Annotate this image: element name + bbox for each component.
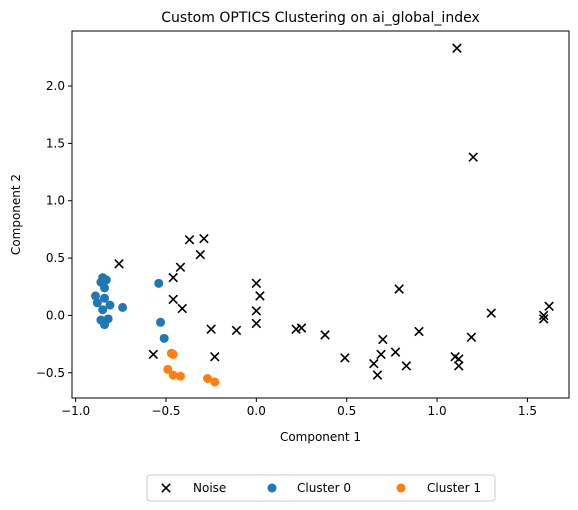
legend-label: Noise bbox=[193, 481, 226, 495]
data-point-noise-35 bbox=[545, 302, 553, 310]
data-point-noise-3 bbox=[200, 234, 208, 242]
data-point-noise-19 bbox=[321, 331, 329, 339]
data-point-noise-22 bbox=[377, 350, 385, 358]
data-point-noise-1 bbox=[469, 153, 477, 161]
data-point-noise-31 bbox=[467, 333, 475, 341]
data-point-cluster-0-8 bbox=[98, 305, 107, 314]
data-point-noise-6 bbox=[176, 263, 184, 271]
data-point-cluster-0-5 bbox=[100, 283, 109, 292]
data-point-noise-0 bbox=[453, 44, 461, 52]
data-point-cluster-0-9 bbox=[118, 303, 127, 312]
legend: Noise Cluster 0 Cluster 1 bbox=[147, 475, 495, 501]
data-point-cluster-1-4 bbox=[176, 372, 185, 381]
data-point-noise-10 bbox=[252, 279, 260, 287]
x-tick-label: −0.5 bbox=[151, 404, 180, 418]
data-point-noise-32 bbox=[487, 309, 495, 317]
data-point-noise-37 bbox=[211, 353, 219, 361]
data-point-noise-13 bbox=[252, 319, 260, 327]
y-tick-label: 0.5 bbox=[46, 251, 65, 265]
data-point-noise-5 bbox=[115, 260, 123, 268]
data-point-noise-27 bbox=[415, 327, 423, 335]
y-tick-label: −0.5 bbox=[36, 366, 65, 380]
data-point-noise-8 bbox=[169, 295, 177, 303]
data-point-cluster-0-15 bbox=[160, 334, 169, 343]
data-point-noise-16 bbox=[232, 326, 240, 334]
y-tick-label: 1.0 bbox=[46, 194, 65, 208]
x-tick-label: 1.0 bbox=[428, 404, 447, 418]
x-tick-label: −1.0 bbox=[61, 404, 90, 418]
data-point-cluster-1-1 bbox=[169, 350, 178, 359]
data-point-noise-2 bbox=[185, 236, 193, 244]
data-point-noise-9 bbox=[178, 304, 186, 312]
data-point-noise-26 bbox=[402, 362, 410, 370]
plot-frame bbox=[72, 31, 569, 398]
data-point-noise-7 bbox=[169, 273, 177, 281]
y-axis: −0.5 0.0 0.5 1.0 1.5 2.0 bbox=[36, 79, 72, 380]
data-point-noise-36 bbox=[149, 350, 157, 358]
data-point-cluster-0-13 bbox=[154, 279, 163, 288]
y-tick-label: 0.0 bbox=[46, 308, 65, 322]
chart-title: Custom OPTICS Clustering on ai_global_in… bbox=[161, 10, 480, 26]
x-axis: −1.0 −0.5 0.0 0.5 1.0 1.5 bbox=[61, 398, 537, 418]
data-point-noise-30 bbox=[455, 362, 463, 370]
data-point-noise-14 bbox=[395, 285, 403, 293]
data-point-noise-12 bbox=[252, 307, 260, 315]
data-point-noise-25 bbox=[373, 371, 381, 379]
data-point-noise-21 bbox=[370, 359, 378, 367]
x-tick-label: 0.5 bbox=[337, 404, 356, 418]
legend-label: Cluster 1 bbox=[427, 481, 481, 495]
legend-marker-cluster-1 bbox=[397, 484, 406, 493]
data-point-noise-15 bbox=[207, 325, 215, 333]
legend-marker-cluster-0 bbox=[268, 484, 277, 493]
y-tick-label: 1.5 bbox=[46, 136, 65, 150]
data-point-cluster-0-2 bbox=[102, 275, 111, 284]
data-point-cluster-0-4 bbox=[91, 291, 100, 300]
data-point-cluster-0-12 bbox=[100, 320, 109, 329]
y-tick-label: 2.0 bbox=[46, 79, 65, 93]
data-point-noise-20 bbox=[341, 354, 349, 362]
x-tick-label: 1.5 bbox=[518, 404, 537, 418]
plot-area bbox=[91, 44, 553, 386]
data-point-cluster-1-6 bbox=[210, 377, 219, 386]
x-tick-label: 0.0 bbox=[247, 404, 266, 418]
data-point-noise-11 bbox=[256, 292, 264, 300]
data-point-noise-18 bbox=[297, 324, 305, 332]
data-point-cluster-0-14 bbox=[156, 318, 165, 327]
y-axis-label: Component 2 bbox=[9, 174, 23, 255]
data-point-noise-4 bbox=[196, 250, 204, 258]
legend-label: Cluster 0 bbox=[297, 481, 351, 495]
x-axis-label: Component 1 bbox=[280, 430, 361, 444]
data-point-noise-23 bbox=[379, 335, 387, 343]
data-point-noise-24 bbox=[391, 348, 399, 356]
